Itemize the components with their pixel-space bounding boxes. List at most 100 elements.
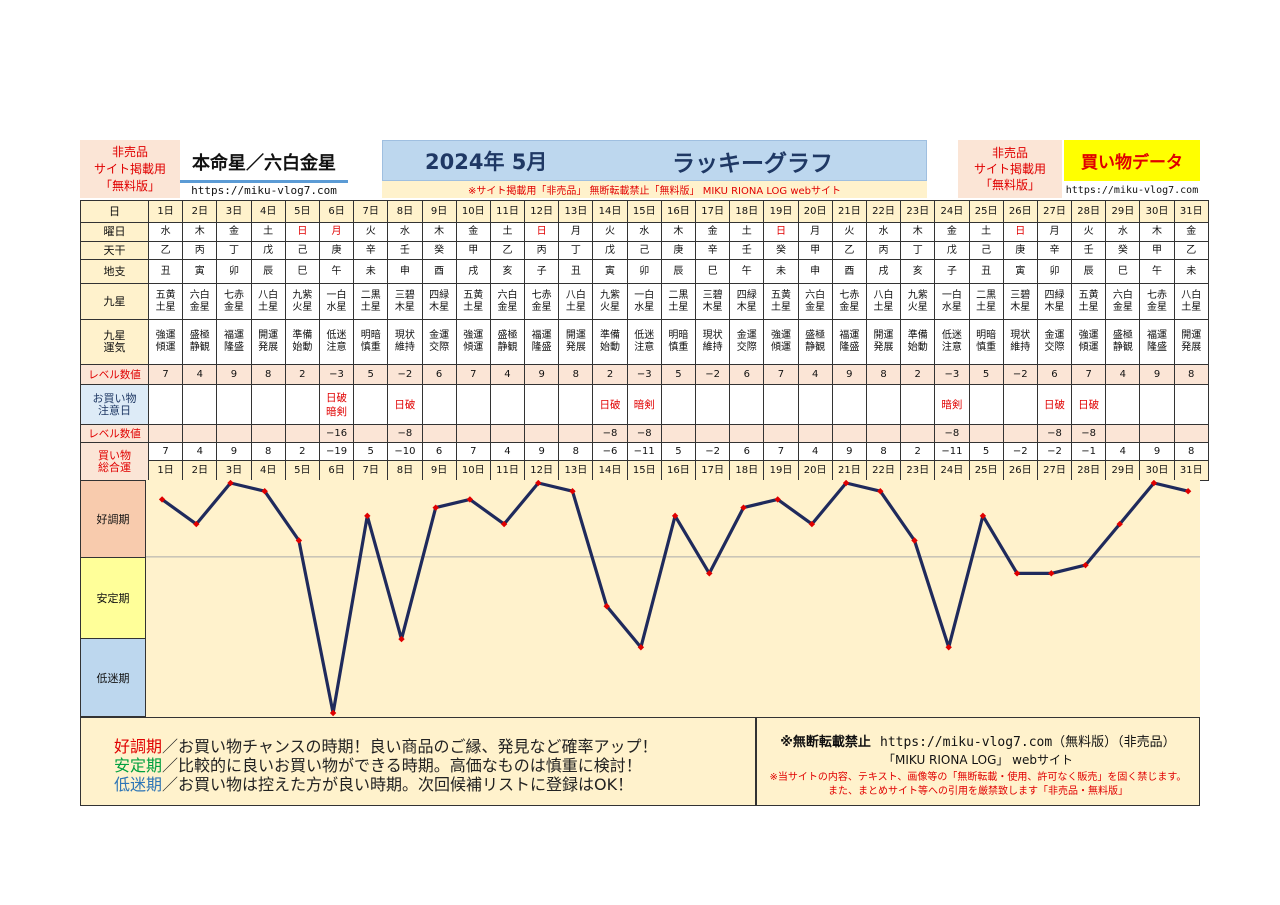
cell: 甲 bbox=[797, 241, 833, 260]
copyright-line-1: ※無断転載禁止 https://miku-vlog7.com（無料版）（非売品） bbox=[756, 731, 1200, 750]
cell: 31日 bbox=[1173, 460, 1209, 481]
total-row: 買い物 総合運 7 4 9 8 2 −19 5 −10 6 7 4 9 8 −6 −11 5 −2 6 7 4 9 8 2 −1… bbox=[80, 442, 1209, 481]
cell: 13日 bbox=[558, 460, 594, 481]
cell: 4 bbox=[797, 442, 833, 461]
data-point bbox=[877, 488, 884, 495]
cell: 己 bbox=[626, 241, 662, 260]
cell: 17日 bbox=[694, 200, 731, 223]
cell: 火 bbox=[353, 222, 389, 242]
cell bbox=[455, 384, 491, 425]
cell: 卯 bbox=[216, 259, 252, 284]
cell: 3日 bbox=[216, 460, 252, 481]
cell: 壬 bbox=[387, 241, 423, 260]
copyright-line-4: また、まとめサイト等への引用を厳禁致します「非売品・無料版」 bbox=[828, 786, 1128, 797]
cell: 巳 bbox=[284, 259, 320, 284]
site-notice: ※サイト掲載用「非売品」 無断転載禁止「無料版」 MIKU RIONA LOG … bbox=[382, 181, 927, 198]
cell: 盛極 静観 bbox=[1105, 319, 1141, 365]
level2-row: レベル数値 −16 −8 −8 −8 −8 −8 −8 bbox=[80, 424, 1209, 443]
cell: 水 bbox=[387, 222, 423, 242]
copyright-line-3: ※当サイトの内容、テキスト、画像等の「無断転載・使用、許可なく販売」を固く禁じま… bbox=[769, 772, 1187, 783]
row-label: 曜日 bbox=[80, 222, 149, 242]
cell: 6日 bbox=[318, 200, 355, 223]
cell: 9 bbox=[1139, 442, 1175, 461]
data-point bbox=[158, 496, 166, 503]
kyusei-row: 九星 五黄 土星 六白 金星 七赤 金星 八白 土星 九紫 火星 一白 水星 二黒 土星 三碧 … bbox=[80, 283, 1209, 320]
cell: 6 bbox=[1036, 364, 1073, 385]
data-point bbox=[842, 480, 850, 487]
cell: 寅 bbox=[1002, 259, 1038, 284]
cell: 4 bbox=[182, 442, 218, 461]
cell: 2 bbox=[284, 442, 320, 461]
chishi-row: 地支丑寅卯辰巳午未申酉戌亥子丑寅卯辰巳午未申酉戌亥子丑寅卯辰巳午未 bbox=[80, 259, 1209, 284]
cell bbox=[182, 424, 218, 443]
cell: 辛 bbox=[694, 241, 731, 260]
legend-term: 好調期 bbox=[114, 737, 163, 756]
fortune-table: 日 1日 2日 3日 4日 5日 6日 7日 8日 9日 10日 11日 12日 13日 14日 15日 16日… bbox=[80, 200, 1209, 481]
cell: 七赤 金星 bbox=[831, 283, 867, 320]
cell: 巳 bbox=[694, 259, 731, 284]
cell: −11 bbox=[626, 442, 662, 461]
cell: 水 bbox=[147, 222, 184, 242]
cell: 丁 bbox=[216, 241, 252, 260]
cell: 水 bbox=[626, 222, 662, 242]
cell: 九紫 火星 bbox=[592, 283, 628, 320]
cell bbox=[1173, 384, 1209, 425]
cell: 巳 bbox=[1105, 259, 1141, 284]
cell bbox=[660, 384, 697, 425]
cell: 丙 bbox=[182, 241, 218, 260]
cell: 日 bbox=[524, 222, 560, 242]
data-point bbox=[774, 496, 781, 503]
cell: 壬 bbox=[1071, 241, 1107, 260]
cell: 1日 bbox=[147, 200, 184, 223]
cell: 4 bbox=[489, 442, 526, 461]
cell: 3日 bbox=[216, 200, 252, 223]
unki-row: 九星 運気 強運 傾運 盛極 静観 福運 隆盛 開運 発展 準備 始動 低迷 注意 明暗 慎重… bbox=[80, 319, 1209, 365]
row-label: お買い物 注意日 bbox=[80, 384, 149, 425]
cell bbox=[968, 424, 1004, 443]
cell: 金 bbox=[934, 222, 970, 242]
cell: 低迷 注意 bbox=[626, 319, 662, 365]
cell: 日破 暗剣 bbox=[318, 384, 355, 425]
cell: 1日 bbox=[147, 460, 184, 481]
cell bbox=[900, 424, 936, 443]
legend-low: 低迷期／お買い物は控えた方が良い時期。次回候補リストに登録はOK！ bbox=[114, 771, 633, 795]
cell: 5 bbox=[660, 364, 697, 385]
cell: 子 bbox=[524, 259, 560, 284]
cell: 19日 bbox=[763, 460, 799, 481]
day-row: 日 1日 2日 3日 4日 5日 6日 7日 8日 9日 10日 11日 12日 13日 14日 15日 16日… bbox=[80, 200, 1209, 223]
cell: 辰 bbox=[250, 259, 286, 284]
cell: 8 bbox=[865, 442, 902, 461]
cell: 福運 隆盛 bbox=[1139, 319, 1175, 365]
cell: −2 bbox=[694, 364, 731, 385]
copyright-line-2: 「MIKU RIONA LOG」 webサイト bbox=[883, 753, 1073, 767]
cell: 金運 交際 bbox=[1036, 319, 1073, 365]
cell: 土 bbox=[250, 222, 286, 242]
cell bbox=[729, 384, 765, 425]
cell: 水 bbox=[1105, 222, 1141, 242]
cell bbox=[1105, 424, 1141, 443]
cell: 二黒 土星 bbox=[660, 283, 697, 320]
row-label: 地支 bbox=[80, 259, 149, 284]
site-url: https://miku-vlog7.com bbox=[191, 184, 337, 197]
cell: −10 bbox=[387, 442, 423, 461]
cell: −8 bbox=[387, 424, 423, 443]
cell: 戊 bbox=[592, 241, 628, 260]
cell: 6 bbox=[729, 364, 765, 385]
cell: 丙 bbox=[865, 241, 902, 260]
cell bbox=[353, 424, 389, 443]
cell: −8 bbox=[1071, 424, 1107, 443]
cell: 七赤 金星 bbox=[524, 283, 560, 320]
data-point bbox=[329, 709, 337, 717]
cell bbox=[831, 384, 867, 425]
cell: 金 bbox=[216, 222, 252, 242]
cell: −16 bbox=[318, 424, 355, 443]
cell: 15日 bbox=[626, 460, 662, 481]
cell bbox=[421, 384, 457, 425]
cell: 8日 bbox=[387, 200, 423, 223]
cell bbox=[1002, 424, 1038, 443]
data-point bbox=[1150, 480, 1158, 487]
cell: 土 bbox=[489, 222, 526, 242]
cell: 丑 bbox=[147, 259, 184, 284]
cell: 午 bbox=[318, 259, 355, 284]
cell: 四緑 木星 bbox=[729, 283, 765, 320]
